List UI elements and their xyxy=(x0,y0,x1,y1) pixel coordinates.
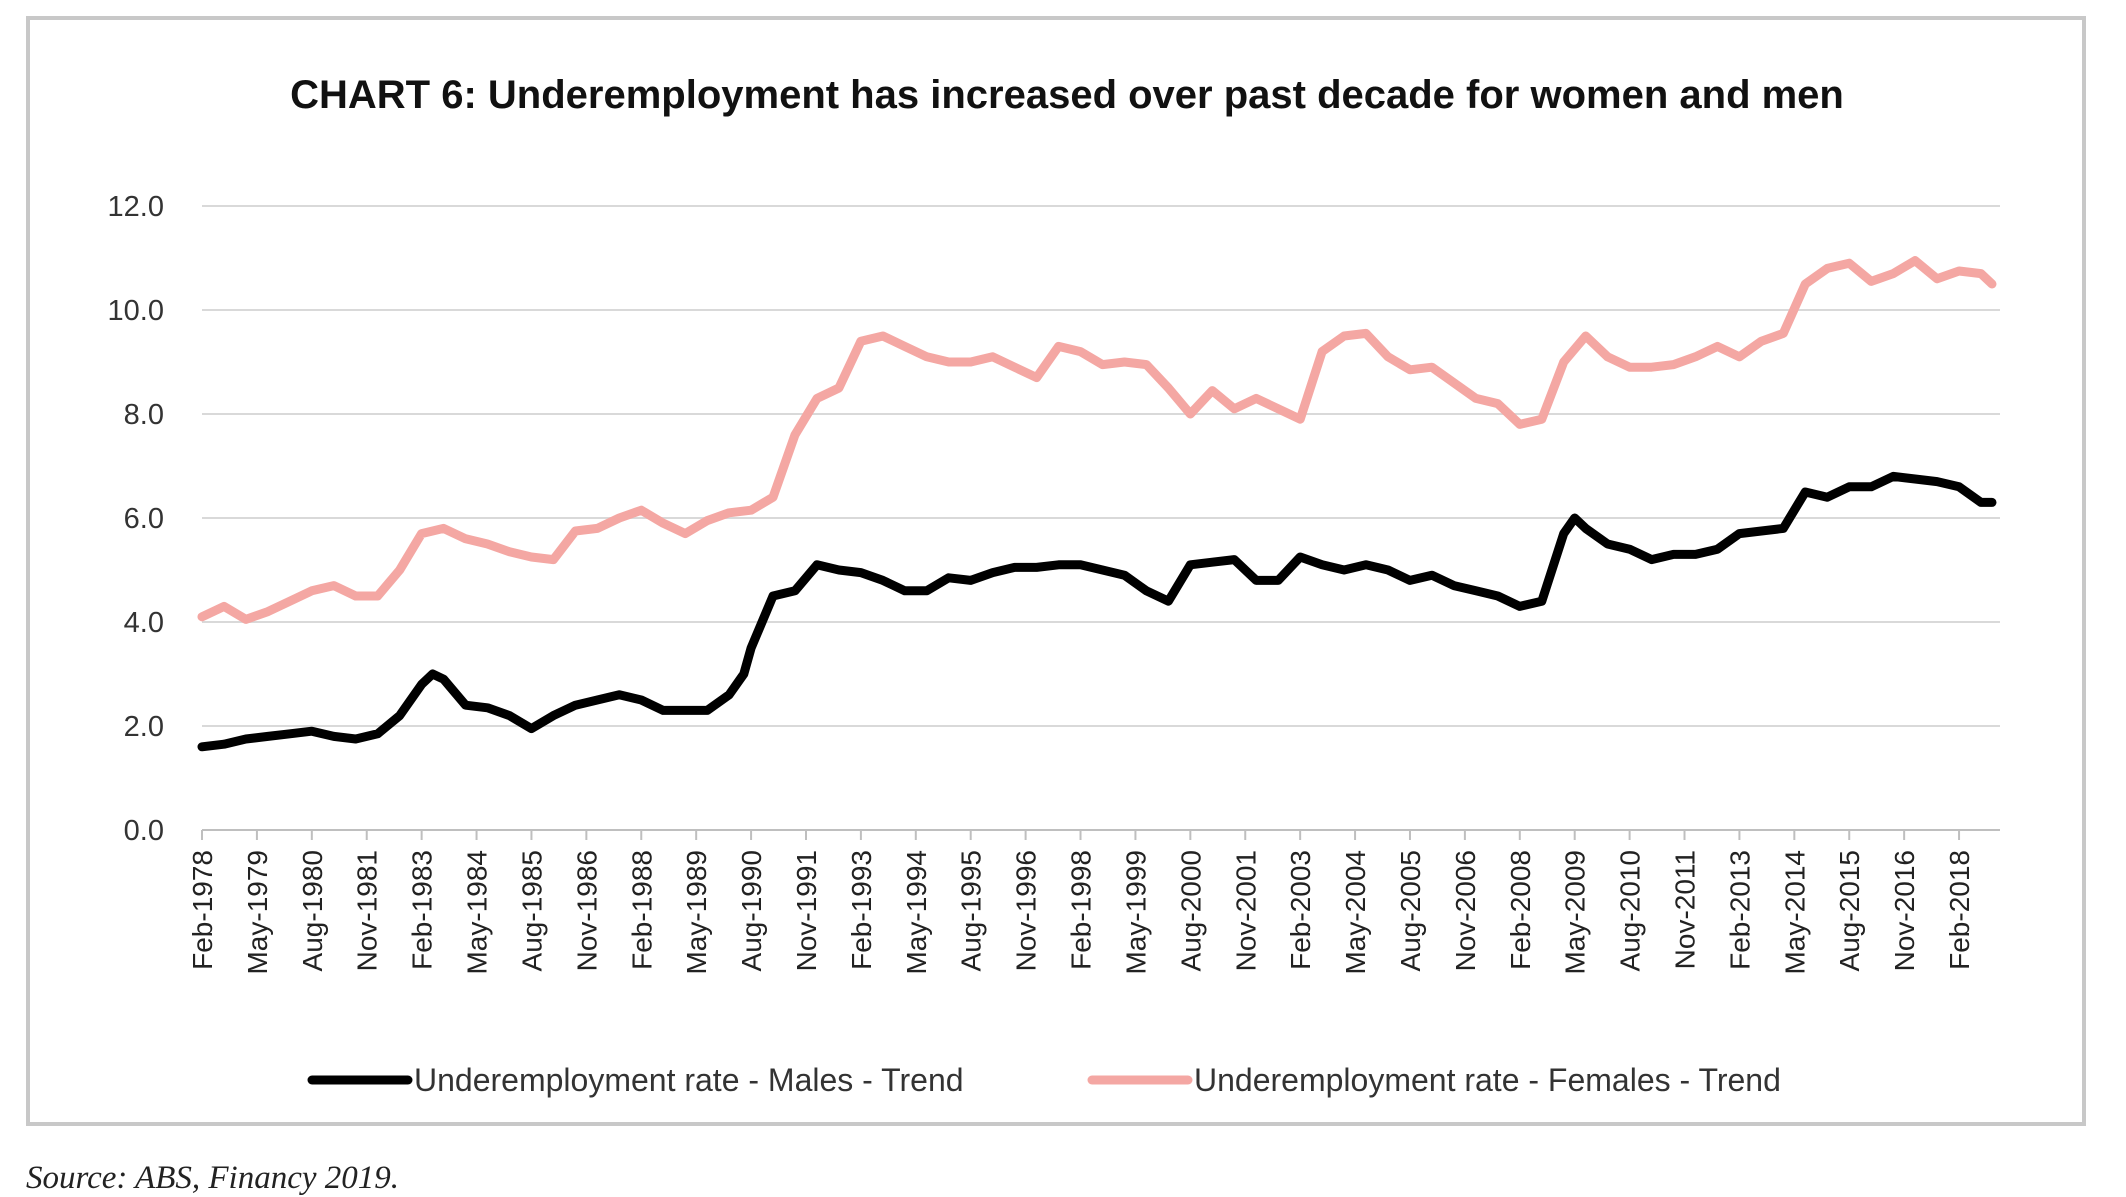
x-tick-label: May-1984 xyxy=(462,850,493,975)
source-note: Source: ABS, Financy 2019. xyxy=(26,1160,399,1196)
x-tick-label: Nov-1991 xyxy=(791,850,822,971)
x-tick-label: Nov-1986 xyxy=(571,850,602,971)
grid-lines xyxy=(202,205,2000,727)
x-tick-label: Feb-2008 xyxy=(1505,850,1536,970)
x-tick-label: May-1989 xyxy=(681,850,712,975)
legend-item-females: Underemployment rate - Females - Trend xyxy=(1087,1062,1781,1098)
chart-frame: CHART 6: Underemployment has increased o… xyxy=(26,16,2086,1126)
y-axis-tick-labels: 0.0 2.0 4.0 6.0 8.0 10.0 12.0 xyxy=(108,191,164,847)
y-tick-label: 12.0 xyxy=(108,191,164,223)
x-tick-label: Feb-1993 xyxy=(846,850,877,970)
x-tick-label: Aug-2010 xyxy=(1615,850,1646,971)
x-tick-label: Aug-1995 xyxy=(956,850,987,971)
series-line-males xyxy=(197,471,1997,752)
series-lines xyxy=(197,256,1997,752)
x-tick-label: Feb-2003 xyxy=(1285,850,1316,970)
legend-label: Underemployment rate - Males - Trend xyxy=(414,1062,964,1098)
x-tick-label: Nov-2001 xyxy=(1230,850,1261,971)
y-tick-label: 10.0 xyxy=(108,295,164,327)
x-tick-label: Nov-1996 xyxy=(1011,850,1042,971)
x-tick-label: May-1979 xyxy=(242,850,273,975)
line-chart: CHART 6: Underemployment has increased o… xyxy=(108,73,2000,1098)
x-tick-label: May-2014 xyxy=(1779,850,1810,975)
y-tick-label: 2.0 xyxy=(124,711,164,743)
x-tick-label: Feb-1978 xyxy=(187,850,218,970)
x-tick-label: Aug-1990 xyxy=(736,850,767,971)
x-axis xyxy=(201,829,2000,840)
x-tick-label: Aug-2015 xyxy=(1834,850,1865,971)
x-tick-label: Aug-1980 xyxy=(297,850,328,971)
y-tick-label: 0.0 xyxy=(124,815,164,847)
y-tick-label: 8.0 xyxy=(124,399,164,431)
x-tick-label: Nov-1981 xyxy=(352,850,383,971)
x-tick-label: May-1999 xyxy=(1120,850,1151,975)
series-line-females xyxy=(197,256,1997,624)
x-tick-label: May-2009 xyxy=(1560,850,1591,975)
y-tick-label: 4.0 xyxy=(124,607,164,639)
x-axis-tick-labels: Feb-1978 May-1979 Aug-1980 Nov-1981 Feb-1983… xyxy=(187,850,1975,975)
x-tick-label: Nov-2011 xyxy=(1670,850,1701,969)
x-tick-label: Feb-2018 xyxy=(1944,850,1975,970)
x-tick-label: Feb-1998 xyxy=(1066,850,1097,970)
x-tick-label: Feb-2013 xyxy=(1724,850,1755,970)
x-tick-label: Nov-2006 xyxy=(1450,850,1481,971)
x-tick-label: Aug-2005 xyxy=(1395,850,1426,971)
legend-label: Underemployment rate - Females - Trend xyxy=(1194,1062,1781,1098)
x-tick-label: Feb-1983 xyxy=(407,850,438,970)
x-tick-label: Feb-1988 xyxy=(626,850,657,970)
x-tick-label: Nov-2016 xyxy=(1889,850,1920,971)
y-tick-label: 6.0 xyxy=(124,503,164,535)
x-tick-label: May-2004 xyxy=(1340,850,1371,975)
x-tick-label: May-1994 xyxy=(901,850,932,975)
legend-item-males: Underemployment rate - Males - Trend xyxy=(307,1062,964,1098)
x-tick-label: Aug-1985 xyxy=(516,850,547,971)
chart-title: CHART 6: Underemployment has increased o… xyxy=(290,73,1844,117)
x-tick-label: Aug-2000 xyxy=(1175,850,1206,971)
legend: Underemployment rate - Males - Trend Unde… xyxy=(307,1062,1781,1098)
